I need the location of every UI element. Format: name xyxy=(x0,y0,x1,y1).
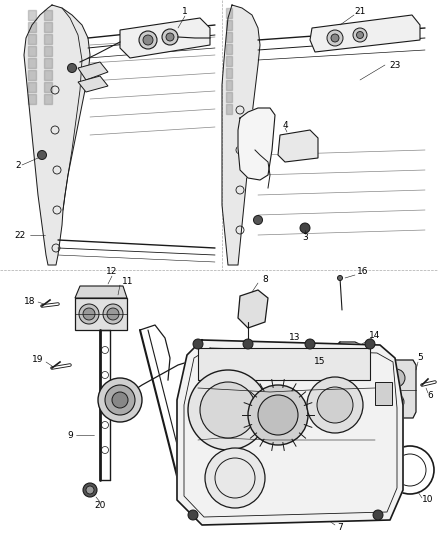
Circle shape xyxy=(254,215,262,224)
Circle shape xyxy=(112,392,128,408)
Polygon shape xyxy=(28,10,36,20)
Polygon shape xyxy=(75,286,127,298)
Circle shape xyxy=(83,483,97,497)
Polygon shape xyxy=(28,94,36,104)
Text: 9: 9 xyxy=(67,431,73,440)
Circle shape xyxy=(83,308,95,320)
Text: 22: 22 xyxy=(14,230,26,239)
Circle shape xyxy=(307,377,363,433)
Polygon shape xyxy=(226,104,232,114)
Circle shape xyxy=(300,223,310,233)
Circle shape xyxy=(357,31,364,38)
Circle shape xyxy=(79,304,99,324)
Text: 15: 15 xyxy=(314,358,326,367)
Circle shape xyxy=(98,378,142,422)
Polygon shape xyxy=(78,76,108,92)
Circle shape xyxy=(373,510,383,520)
Text: 14: 14 xyxy=(369,330,381,340)
Text: 4: 4 xyxy=(282,120,288,130)
Polygon shape xyxy=(120,18,210,58)
Polygon shape xyxy=(226,32,232,42)
Polygon shape xyxy=(28,58,36,68)
Circle shape xyxy=(365,339,375,349)
Circle shape xyxy=(67,63,77,72)
Polygon shape xyxy=(44,22,52,32)
Text: 3: 3 xyxy=(302,233,308,243)
Polygon shape xyxy=(75,298,127,330)
Circle shape xyxy=(248,385,308,445)
Text: 13: 13 xyxy=(289,334,301,343)
Text: 8: 8 xyxy=(262,276,268,285)
Circle shape xyxy=(103,304,123,324)
Text: 1: 1 xyxy=(182,7,188,17)
Text: 19: 19 xyxy=(32,356,44,365)
Circle shape xyxy=(205,448,265,508)
Polygon shape xyxy=(177,340,403,525)
Text: 20: 20 xyxy=(94,500,106,510)
Text: 18: 18 xyxy=(24,297,36,306)
Polygon shape xyxy=(375,382,392,405)
Polygon shape xyxy=(226,92,232,102)
Polygon shape xyxy=(44,34,52,44)
Polygon shape xyxy=(378,360,416,418)
Polygon shape xyxy=(238,108,275,180)
Text: 5: 5 xyxy=(417,353,423,362)
Circle shape xyxy=(139,31,157,49)
Circle shape xyxy=(162,29,178,45)
Polygon shape xyxy=(28,22,36,32)
Text: 12: 12 xyxy=(106,268,118,277)
Polygon shape xyxy=(28,46,36,56)
Circle shape xyxy=(188,370,268,450)
Polygon shape xyxy=(44,58,52,68)
Polygon shape xyxy=(44,94,52,104)
Polygon shape xyxy=(238,290,268,328)
Circle shape xyxy=(353,28,367,42)
Polygon shape xyxy=(24,5,90,265)
Polygon shape xyxy=(44,82,52,92)
Text: 16: 16 xyxy=(357,268,369,277)
Text: 2: 2 xyxy=(15,160,21,169)
Text: 23: 23 xyxy=(389,61,401,69)
Circle shape xyxy=(188,510,198,520)
Circle shape xyxy=(258,395,298,435)
Polygon shape xyxy=(226,80,232,90)
Circle shape xyxy=(86,486,94,494)
Text: 7: 7 xyxy=(337,523,343,532)
Polygon shape xyxy=(44,70,52,80)
Circle shape xyxy=(105,385,135,415)
Circle shape xyxy=(338,276,343,280)
Polygon shape xyxy=(198,348,370,380)
Circle shape xyxy=(193,339,203,349)
Circle shape xyxy=(143,35,153,45)
Circle shape xyxy=(387,369,405,387)
Polygon shape xyxy=(28,34,36,44)
Polygon shape xyxy=(44,46,52,56)
Circle shape xyxy=(200,382,256,438)
Polygon shape xyxy=(226,44,232,54)
Circle shape xyxy=(331,34,339,42)
Circle shape xyxy=(38,150,46,159)
Circle shape xyxy=(166,33,174,41)
Text: 10: 10 xyxy=(422,496,434,505)
Circle shape xyxy=(388,394,404,410)
Circle shape xyxy=(327,30,343,46)
Polygon shape xyxy=(278,130,318,162)
Polygon shape xyxy=(44,10,52,20)
Polygon shape xyxy=(226,8,232,18)
Circle shape xyxy=(305,339,315,349)
Text: 6: 6 xyxy=(427,391,433,400)
Polygon shape xyxy=(78,62,108,80)
Polygon shape xyxy=(310,15,420,52)
Circle shape xyxy=(317,387,353,423)
Circle shape xyxy=(107,308,119,320)
Polygon shape xyxy=(222,5,260,265)
Text: 21: 21 xyxy=(354,7,366,17)
Text: 11: 11 xyxy=(122,278,134,287)
Polygon shape xyxy=(226,68,232,78)
Polygon shape xyxy=(28,82,36,92)
Polygon shape xyxy=(226,56,232,66)
Circle shape xyxy=(243,339,253,349)
Polygon shape xyxy=(226,20,232,30)
Polygon shape xyxy=(28,70,36,80)
